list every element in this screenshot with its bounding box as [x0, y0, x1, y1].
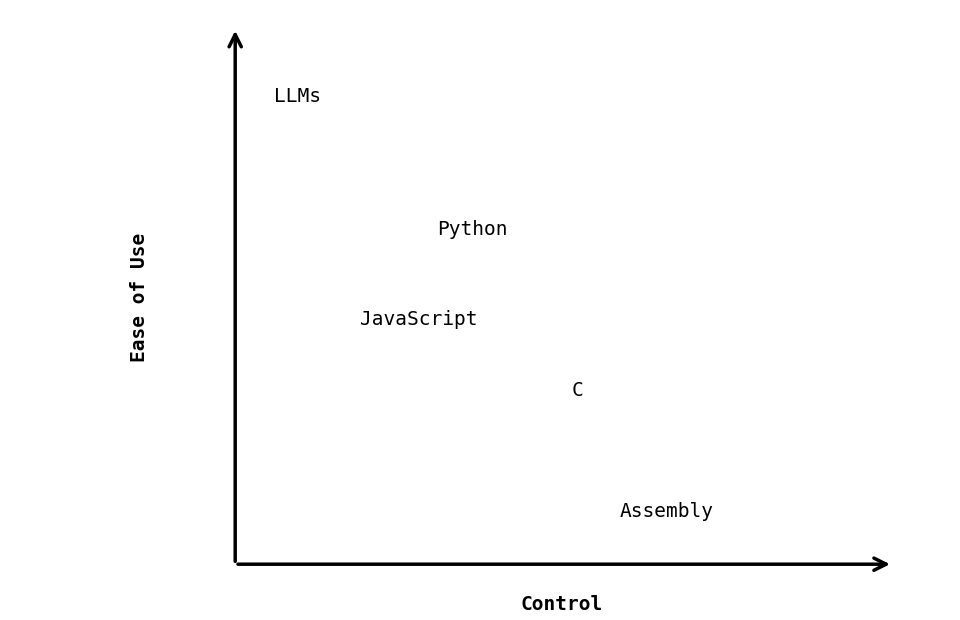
- Text: Control: Control: [520, 595, 603, 614]
- Text: JavaScript: JavaScript: [360, 310, 477, 329]
- Text: Assembly: Assembly: [619, 502, 713, 521]
- Text: Python: Python: [437, 220, 507, 239]
- Text: Ease of Use: Ease of Use: [130, 233, 149, 362]
- Text: C: C: [571, 381, 583, 400]
- Text: LLMs: LLMs: [274, 87, 321, 105]
